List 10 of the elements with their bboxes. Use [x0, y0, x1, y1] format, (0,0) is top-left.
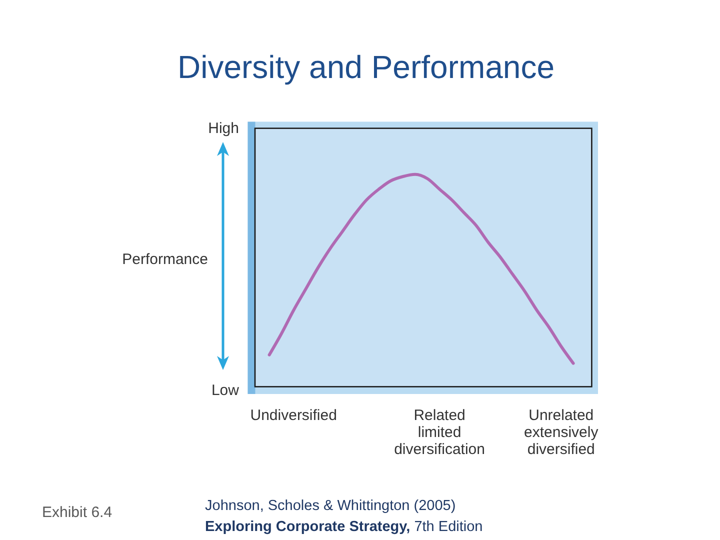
text: Exploring Corporate Strategy, 7th Edition	[205, 519, 483, 535]
text: Johnson, Scholes & Whittington (2005)	[205, 498, 456, 514]
text: High	[208, 120, 239, 137]
text: Exhibit 6.4	[42, 504, 112, 521]
y-axis-title: Performance	[122, 251, 208, 268]
chart-title: Diversity and Performance	[177, 49, 555, 85]
x-tick-label: Related limited diversification	[394, 407, 485, 458]
x-tick-label: Unrelated extensively diversified	[524, 407, 599, 458]
x-tick-label: Undiversified	[250, 407, 337, 424]
text: Low	[211, 382, 240, 399]
